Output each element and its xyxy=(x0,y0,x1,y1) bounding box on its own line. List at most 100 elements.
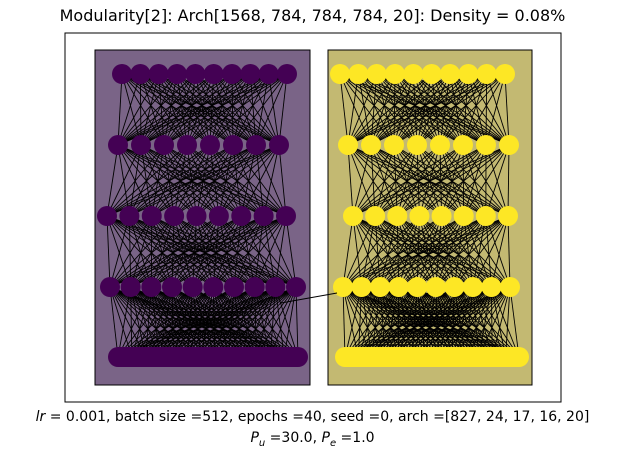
pu-subscript: u xyxy=(258,437,266,449)
edge xyxy=(109,215,153,288)
edge xyxy=(212,215,264,288)
edge xyxy=(344,286,492,358)
edge xyxy=(106,215,193,288)
module-left-node xyxy=(164,206,185,226)
edge xyxy=(347,73,396,146)
module-left-node xyxy=(253,206,274,226)
edge xyxy=(361,215,487,288)
edge xyxy=(151,215,214,288)
module-left-node xyxy=(177,135,197,155)
module-left-node xyxy=(286,277,306,297)
edge xyxy=(376,73,418,146)
edge xyxy=(344,286,437,358)
edge xyxy=(424,286,492,358)
edge xyxy=(151,215,194,288)
edge xyxy=(218,215,256,288)
edge xyxy=(106,144,188,217)
module-left-node xyxy=(97,206,117,226)
edge xyxy=(151,215,220,288)
edge xyxy=(150,215,197,288)
edge xyxy=(347,73,451,146)
edge xyxy=(254,215,287,288)
edge xyxy=(131,286,297,358)
edge xyxy=(150,215,175,288)
edge xyxy=(339,73,395,146)
edge xyxy=(109,215,264,288)
edge xyxy=(342,215,354,288)
edge xyxy=(130,215,175,288)
edge xyxy=(109,286,133,358)
module-left-node xyxy=(119,206,140,226)
edge xyxy=(163,73,288,146)
edge xyxy=(507,215,511,288)
edge xyxy=(352,144,464,217)
edge xyxy=(361,215,464,288)
module-right-node xyxy=(370,277,391,297)
edge xyxy=(192,215,197,288)
edge xyxy=(117,73,214,146)
pe-value: =1.0 xyxy=(336,430,375,446)
edge xyxy=(218,215,297,288)
edge xyxy=(435,215,443,288)
edge xyxy=(274,286,299,358)
module-right-edges xyxy=(339,73,520,358)
edge xyxy=(411,286,511,358)
edge xyxy=(139,73,188,146)
edge xyxy=(398,215,487,288)
edge xyxy=(370,73,506,146)
edge xyxy=(173,215,214,288)
edge xyxy=(463,144,510,217)
edge xyxy=(196,215,276,288)
edge xyxy=(371,286,437,358)
edge xyxy=(196,215,235,288)
edge xyxy=(374,215,418,288)
edge xyxy=(374,215,437,288)
edge xyxy=(117,73,160,146)
module-left-node xyxy=(154,135,174,155)
edge xyxy=(416,73,469,146)
edge xyxy=(151,215,235,288)
edge xyxy=(192,215,287,288)
module-right-node xyxy=(500,277,520,297)
edge xyxy=(370,73,433,146)
edge xyxy=(347,73,432,146)
edge xyxy=(129,215,276,288)
edge xyxy=(151,215,255,288)
edge xyxy=(173,215,194,288)
edge xyxy=(379,215,442,288)
module-left-node xyxy=(269,135,289,155)
edge xyxy=(240,215,297,288)
edge xyxy=(361,215,442,288)
edge xyxy=(186,73,251,146)
edge xyxy=(151,215,276,288)
edge xyxy=(106,215,173,288)
module-left-node xyxy=(141,206,162,226)
edge xyxy=(352,144,395,217)
edge xyxy=(347,144,354,217)
edge xyxy=(357,286,400,358)
pu-symbol: P xyxy=(250,430,259,446)
module-left-node xyxy=(246,135,266,155)
edge xyxy=(140,73,233,146)
edge xyxy=(416,215,487,288)
edge xyxy=(109,215,197,288)
edge xyxy=(128,215,152,288)
edge xyxy=(371,286,474,358)
edge xyxy=(192,215,220,288)
edge xyxy=(171,215,287,288)
module-left-node xyxy=(131,135,151,155)
edge xyxy=(357,286,381,358)
edge xyxy=(117,286,276,358)
module-left-node xyxy=(141,277,162,297)
edge xyxy=(374,144,510,217)
module-right-output-layer xyxy=(335,347,529,367)
edge xyxy=(398,215,442,288)
edge xyxy=(347,73,359,146)
module-left-node xyxy=(112,64,132,84)
edge xyxy=(485,144,510,217)
edge xyxy=(371,286,418,358)
edge xyxy=(398,286,492,358)
module-right-node xyxy=(431,206,452,226)
module-right-node xyxy=(476,64,497,84)
module-left-node xyxy=(240,64,261,84)
